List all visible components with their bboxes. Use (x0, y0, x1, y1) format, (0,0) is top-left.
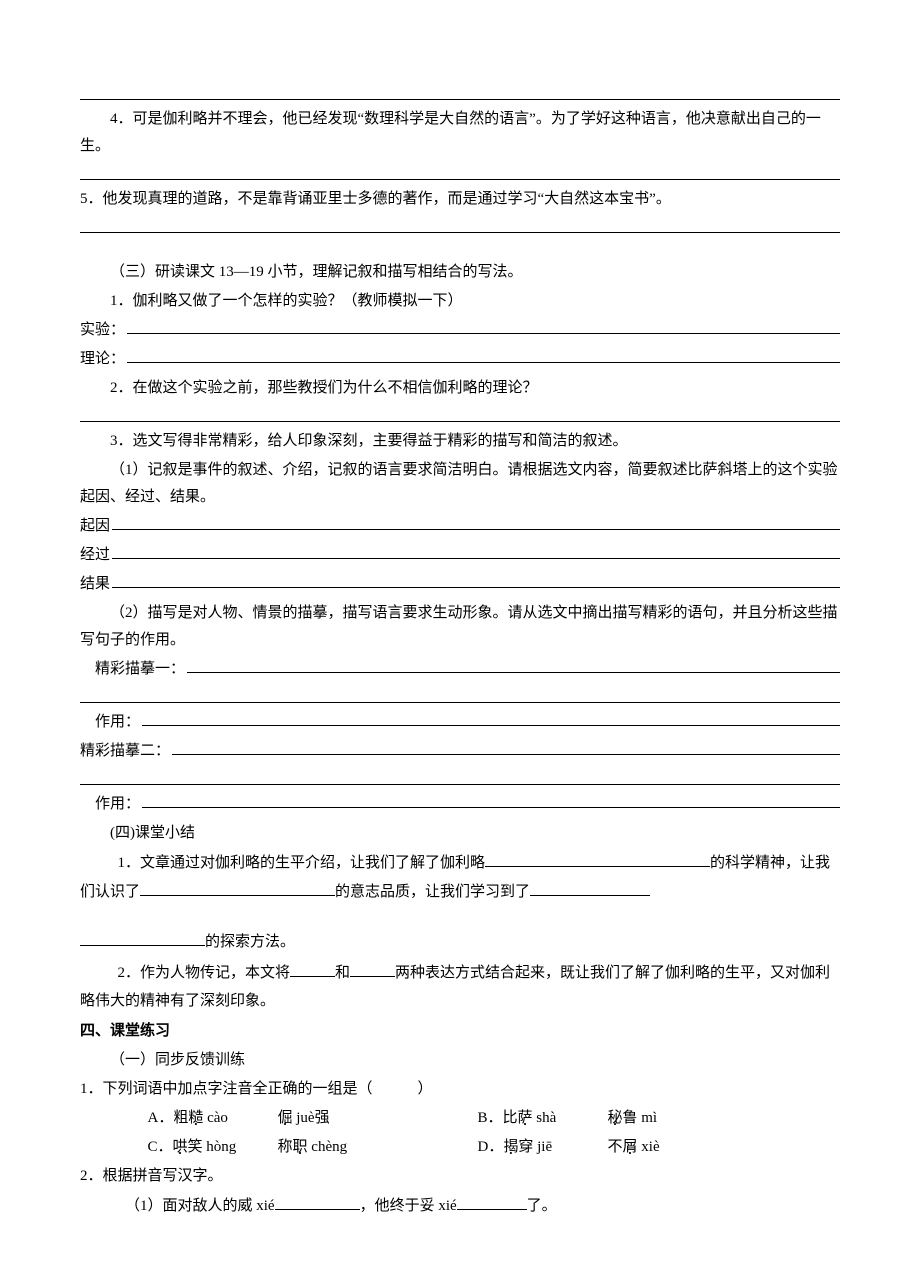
p2-1-text-a: （1）面对敌人的威 xié (80, 1198, 275, 1214)
section-4-subtitle: （一）同步反馈训练 (80, 1047, 840, 1074)
practice-2-1: （1）面对敌人的威 xié ，他终于妥 xié 了。 (80, 1192, 840, 1221)
result-line: 结果 (80, 571, 840, 598)
option-row: A．粗糙 cào 倔 juè强 B．比萨 shà 秘鲁 mì (148, 1105, 841, 1132)
desc1-line: 精彩描摹一： (80, 656, 840, 683)
section-4-title: (四)课堂小结 (80, 820, 840, 847)
s3-question-2: 2．在做这个实验之前，那些教授们为什么不相信伽利略的理论？ (80, 375, 840, 402)
s4-q1-text-a: 1．文章通过对伽利略的生平介绍，让我们了解了伽利略 (80, 855, 485, 871)
s3-question-1: 1．伽利略又做了一个怎样的实验？（教师模拟一下） (80, 288, 840, 315)
blank-fill[interactable] (127, 318, 840, 335)
s3-question-3: 3．选文写得非常精彩，给人印象深刻，主要得益于精彩的描写和简洁的叙述。 (80, 428, 840, 455)
blank-line (80, 215, 840, 233)
effect2-line: 作用： (80, 791, 840, 818)
section-3-title: （三）研读课文 13—19 小节，理解记叙和描写相结合的写法。 (80, 259, 840, 286)
desc2-label: 精彩描摹二： (80, 738, 170, 765)
theory-label: 理论： (80, 346, 125, 373)
blank-inline[interactable] (140, 881, 335, 895)
s4-q1-text-c: 的意志品质，让我们学习到了 (335, 884, 530, 900)
option-d1: D．揭穿 jiē (478, 1134, 608, 1161)
effect-label: 作用： (80, 709, 140, 736)
result-label: 结果 (80, 571, 110, 598)
blank-inline[interactable] (290, 962, 335, 976)
option-a2: 倔 juè强 (278, 1105, 478, 1132)
blank-line (80, 82, 840, 100)
blank-fill[interactable] (112, 514, 840, 531)
blank-line (80, 404, 840, 422)
desc2-line: 精彩描摹二： (80, 738, 840, 765)
effect-label: 作用： (80, 791, 140, 818)
blank-inline[interactable] (350, 962, 395, 976)
options-block: A．粗糙 cào 倔 juè强 B．比萨 shà 秘鲁 mì C．哄笑 hòng… (80, 1105, 840, 1161)
section-4-main-title: 四、课堂练习 (80, 1018, 840, 1045)
option-c2: 称职 chèng (278, 1134, 478, 1161)
blank-fill[interactable] (187, 657, 840, 674)
option-c1: C．哄笑 hòng (148, 1134, 278, 1161)
blank-inline[interactable] (80, 932, 205, 946)
option-b2: 秘鲁 mì (608, 1105, 758, 1132)
cause-line: 起因 (80, 513, 840, 540)
p2-1-text-b: ，他终于妥 xié (360, 1198, 457, 1214)
blank-fill[interactable] (112, 543, 840, 560)
blank-inline[interactable] (530, 881, 650, 895)
process-label: 经过 (80, 542, 110, 569)
option-b1: B．比萨 shà (478, 1105, 608, 1132)
s4-q1-text-d: 的探索方法。 (205, 934, 295, 950)
experiment-label: 实验： (80, 317, 125, 344)
question-4: 4．可是伽利略并不理会，他已经发现“数理科学是大自然的语言”。为了学好这种语言，… (80, 106, 840, 160)
question-5: 5．他发现真理的道路，不是靠背诵亚里士多德的著作，而是通过学习“大自然这本宝书”… (80, 186, 840, 213)
practice-1: 1．下列词语中加点字注音全正确的一组是（ ） (80, 1076, 840, 1103)
s4-q2-text-b: 和 (335, 965, 350, 981)
p2-1-text-c: 了。 (527, 1198, 557, 1214)
s4-question-1: 1．文章通过对伽利略的生平介绍，让我们了解了伽利略的科学精神，让我们认识了的意志… (80, 849, 840, 906)
theory-line: 理论： (80, 346, 840, 373)
practice-2: 2．根据拼音写汉字。 (80, 1163, 840, 1190)
blank-line (80, 685, 840, 703)
process-line: 经过 (80, 542, 840, 569)
blank-inline[interactable] (457, 1195, 527, 1209)
blank-fill[interactable] (172, 739, 840, 756)
option-row: C．哄笑 hòng 称职 chèng D．揭穿 jiē 不屑 xiè (148, 1134, 841, 1161)
experiment-line: 实验： (80, 317, 840, 344)
blank-line (80, 767, 840, 785)
blank-fill[interactable] (127, 347, 840, 364)
effect1-line: 作用： (80, 709, 840, 736)
desc1-label: 精彩描摹一： (80, 656, 185, 683)
s3-question-3-1: （1）记叙是事件的叙述、介绍，记叙的语言要求简洁明白。请根据选文内容，简要叙述比… (80, 457, 840, 511)
blank-fill[interactable] (142, 792, 840, 809)
s3-question-3-2: （2）描写是对人物、情景的描摹，描写语言要求生动形象。请从选文中摘出描写精彩的语… (80, 600, 840, 654)
blank-fill[interactable] (142, 710, 840, 727)
s4-q2-text-a: 2．作为人物传记，本文将 (80, 965, 290, 981)
s4-question-2: 2．作为人物传记，本文将和两种表达方式结合起来，既让我们了解了伽利略的生平，又对… (80, 959, 840, 1016)
cause-label: 起因 (80, 513, 110, 540)
blank-inline[interactable] (275, 1195, 360, 1209)
option-d2: 不屑 xiè (608, 1134, 758, 1161)
s4-question-1-cont: 的探索方法。 (80, 928, 840, 957)
blank-fill[interactable] (112, 572, 840, 589)
option-a1: A．粗糙 cào (148, 1105, 278, 1132)
blank-line (80, 162, 840, 180)
blank-inline[interactable] (485, 853, 710, 867)
